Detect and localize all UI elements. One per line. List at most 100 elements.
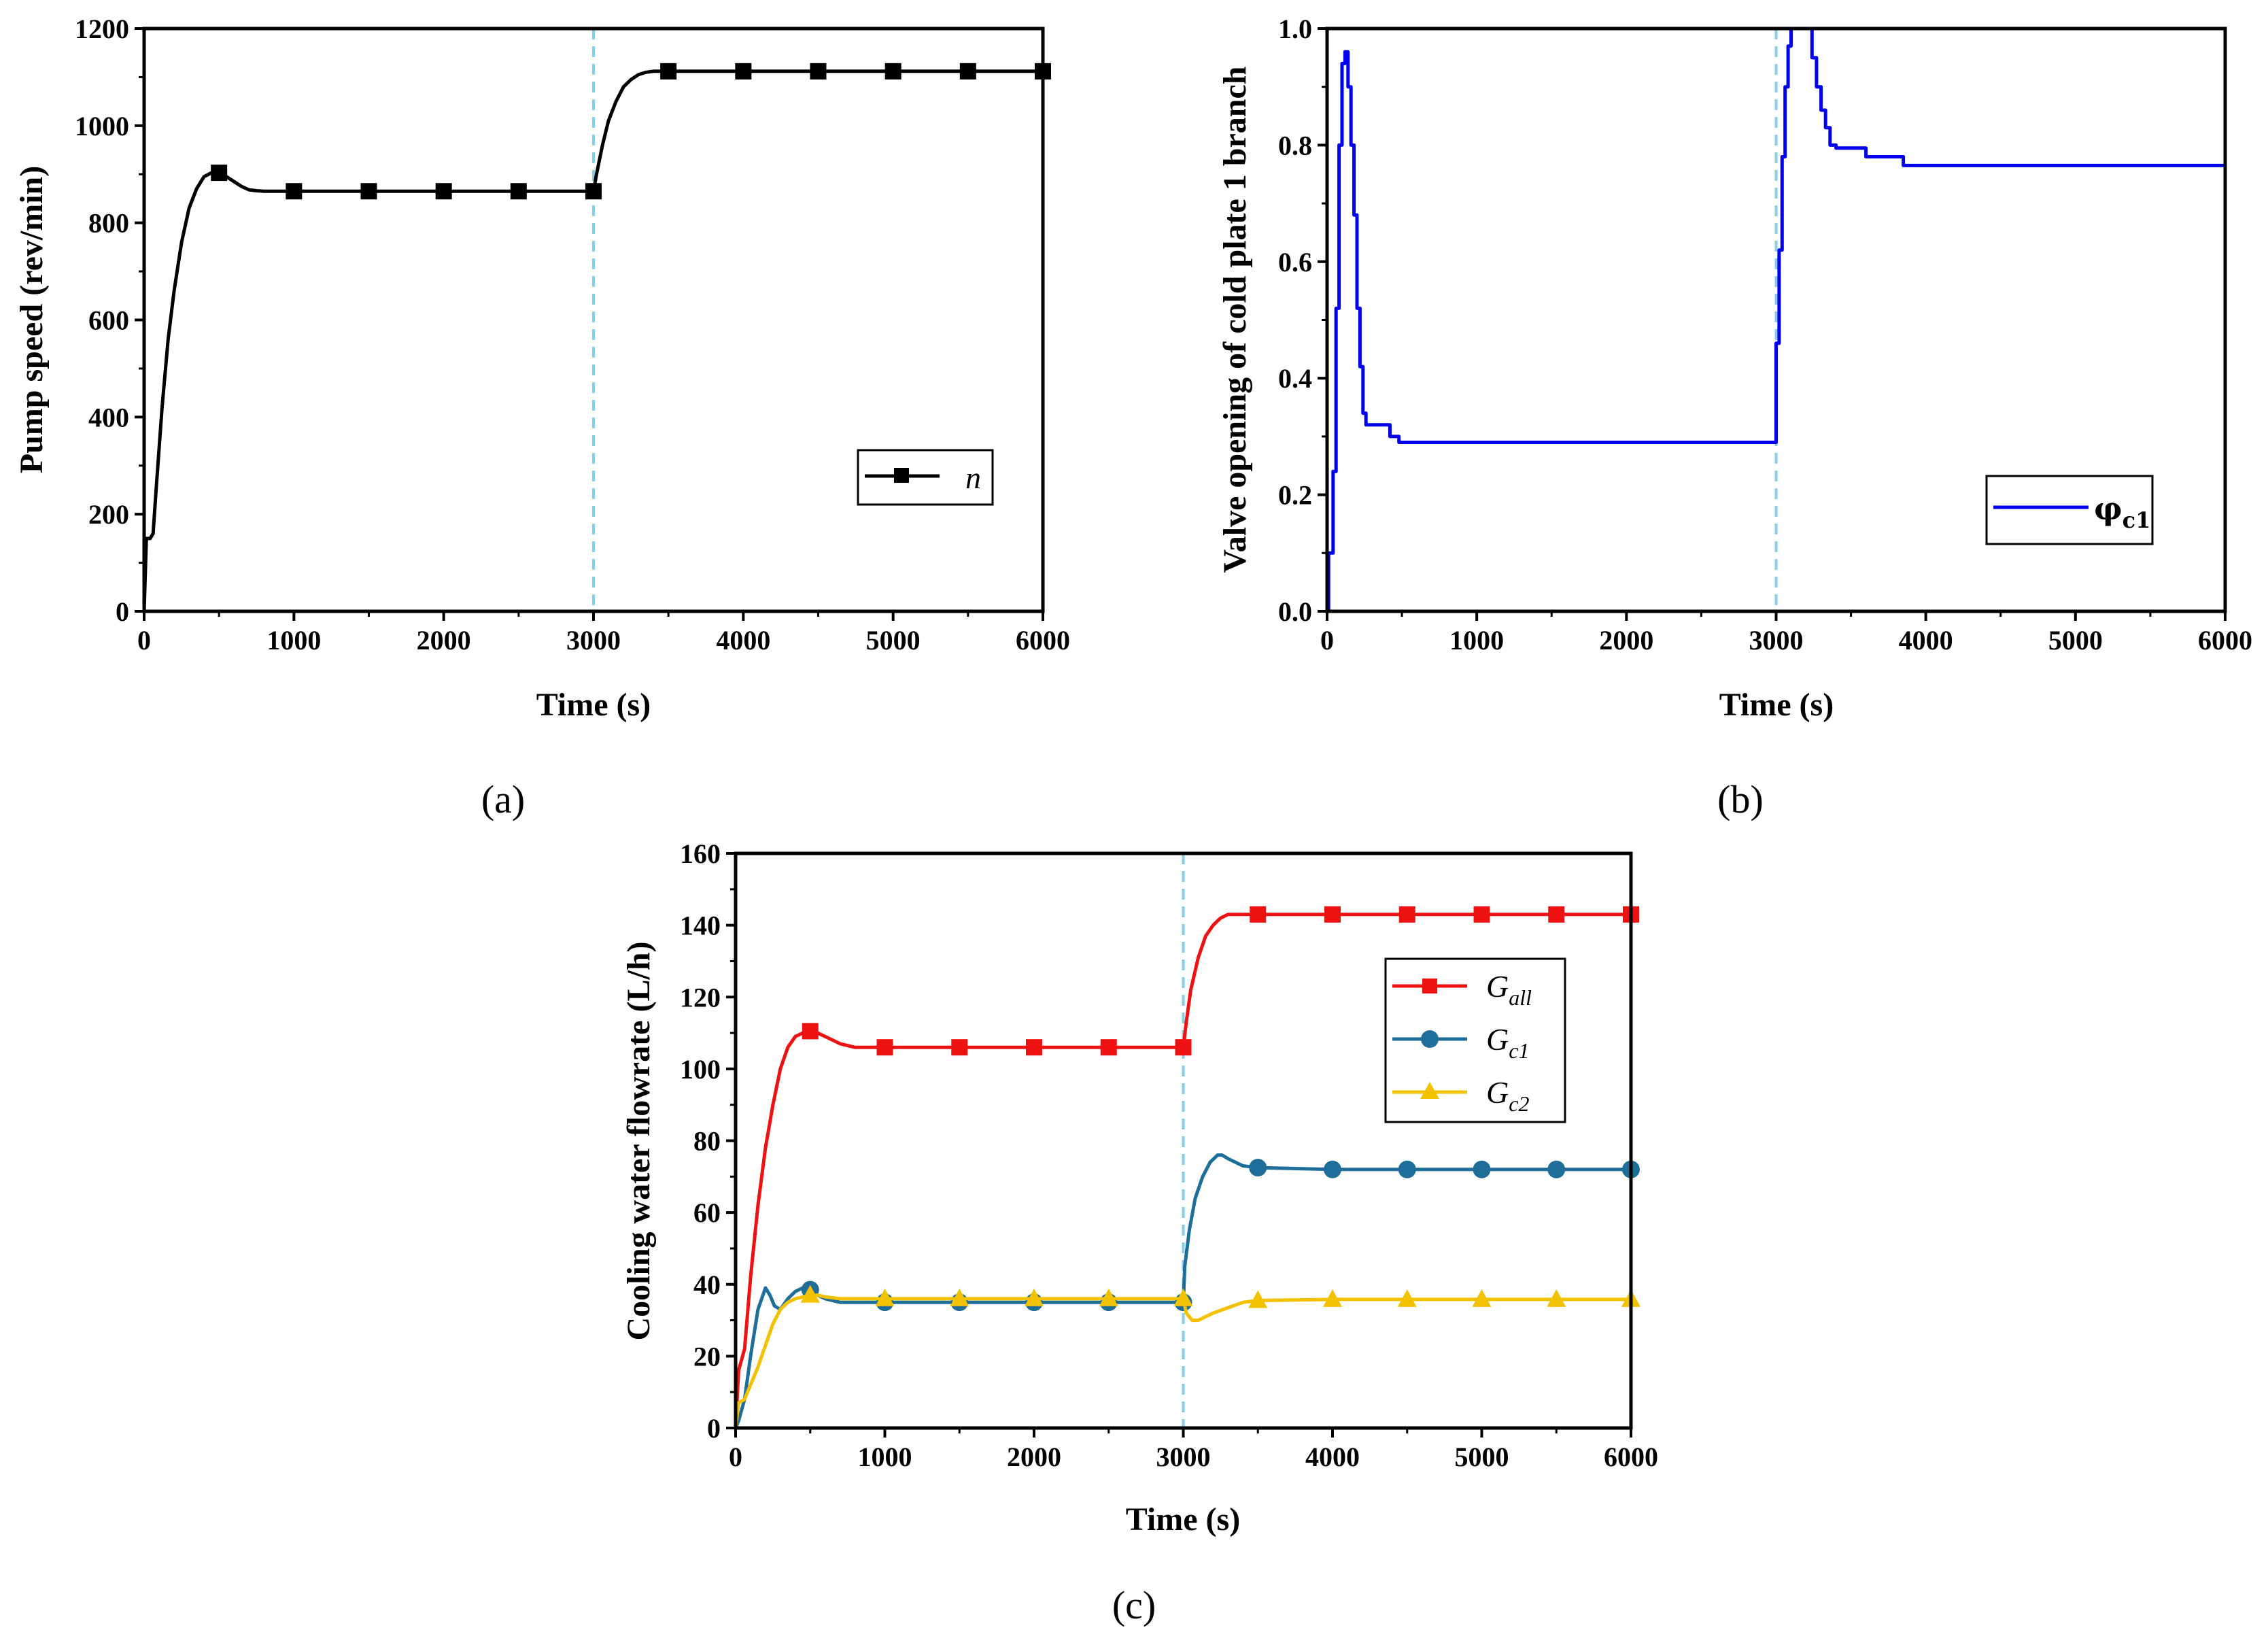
p1-y-tick-label-2: 0.4 <box>1278 363 1312 394</box>
p0-x-tick-label-4000: 4000 <box>716 625 770 656</box>
p2-series-gc2-marker-2 <box>950 1288 969 1306</box>
p0-y-tick-label-0: 0 <box>116 596 129 627</box>
panel-b-ticks <box>1318 27 2227 621</box>
p2-series-gall-marker-2 <box>951 1039 968 1056</box>
p1-y-tick-label-4: 0.8 <box>1278 130 1312 160</box>
p0-x-tick-label-2000: 2000 <box>417 625 471 656</box>
panel-b-x-axis-label: Time (s) <box>1719 687 1834 723</box>
p2-y-tick-label-4: 80 <box>693 1126 721 1157</box>
panel-c-label: (c) <box>1112 1583 1156 1627</box>
p2-y-tick-label-8: 160 <box>680 838 721 869</box>
p2-series-gc2-line <box>734 1293 1631 1429</box>
p2-series-gc1-line <box>734 1153 1631 1429</box>
p0-y-tick-label-6: 1200 <box>75 14 129 44</box>
p2-series-gall-marker-6 <box>1250 906 1267 923</box>
p0-series-n-marker-7 <box>735 63 752 80</box>
p2-series-gall-marker-7 <box>1324 906 1341 923</box>
p1-x-tick-label-4000: 4000 <box>1899 625 1953 656</box>
panel-b-legend: φc1 <box>1985 475 2154 545</box>
p1-x-tick-label-2000: 2000 <box>1599 625 1653 656</box>
panel-c-y-axis-label: Cooling water flowrate (L/h) <box>621 941 657 1340</box>
p2-x-tick-label-3000: 3000 <box>1156 1442 1211 1472</box>
p0-series-n-marker-9 <box>884 63 901 80</box>
p2-series-gc2-marker-3 <box>1025 1288 1044 1306</box>
p2-x-tick-label-0: 0 <box>729 1442 742 1472</box>
panel-a-label: (a) <box>481 777 525 821</box>
panel-c-marks <box>734 853 1640 1429</box>
p2-series-gc2-marker-9 <box>1472 1289 1492 1307</box>
panel-c-tick-labels: 0 1000 2000 3000 4000 5000 6000 0 20 40 60 80 100 120… <box>680 838 1658 1472</box>
p1-y-tick-label-5: 1.0 <box>1278 14 1312 44</box>
panel-a-ticks <box>135 27 1044 621</box>
p1-y-tick-label-0: 0.0 <box>1278 596 1312 627</box>
p2-series-gall-marker-5 <box>1175 1039 1192 1056</box>
panel-b: 0 1000 2000 3000 4000 5000 6000 0.0 0.2 0.4 0.6 0.8… <box>1217 14 2252 821</box>
panel-b-marks <box>1326 27 2225 613</box>
p2-series-gall-marker-10 <box>1548 906 1565 923</box>
legend-gc2-label: Gc2 <box>1486 1075 1529 1116</box>
p2-series-gall-marker-8 <box>1398 906 1415 923</box>
p1-series-φc1-line <box>1326 27 2225 613</box>
p2-series-gall-marker-3 <box>1026 1039 1042 1056</box>
p0-x-tick-label-1000: 1000 <box>267 625 321 656</box>
p0-series-n-line <box>142 69 1043 612</box>
p2-series-gc1-marker-7 <box>1324 1160 1341 1178</box>
panel-b-legend-box <box>1985 475 2154 545</box>
p2-series-gc1-marker-10 <box>1547 1160 1566 1178</box>
p1-x-tick-label-0: 0 <box>1320 625 1334 656</box>
panel-a-x-axis-label: Time (s) <box>536 687 651 723</box>
p0-series-n-marker-0 <box>211 165 228 182</box>
p1-x-tick-label-5000: 5000 <box>2048 625 2103 656</box>
p0-series-n-marker-1 <box>286 183 303 200</box>
p2-y-tick-label-2: 40 <box>693 1270 721 1300</box>
p2-series-gc2-marker-4 <box>1099 1288 1118 1306</box>
p0-x-tick-label-0: 0 <box>137 625 151 656</box>
p0-y-tick-label-5: 1000 <box>75 111 129 141</box>
p2-series-gc2-marker-10 <box>1547 1289 1566 1307</box>
p0-series-n-marker-4 <box>510 183 527 200</box>
p1-y-tick-label-1: 0.2 <box>1278 480 1312 511</box>
panel-c-x-axis-label: Time (s) <box>1126 1501 1240 1537</box>
p0-y-tick-label-4: 800 <box>88 208 129 239</box>
panel-c-ticks <box>726 852 1632 1438</box>
panel-c: 0 1000 2000 3000 4000 5000 6000 0 20 40 60 80 100 120… <box>621 838 1658 1627</box>
p1-x-tick-label-1000: 1000 <box>1449 625 1504 656</box>
p2-series-gall-marker-9 <box>1473 906 1490 923</box>
p2-x-tick-label-2000: 2000 <box>1007 1442 1061 1472</box>
legend-gall-label: Gall <box>1486 969 1532 1010</box>
legend-n-marker <box>894 468 909 483</box>
panel-a: 0 1000 2000 3000 4000 5000 6000 0 200 400 600 800 10… <box>14 14 1070 821</box>
panel-a-legend: n <box>857 449 994 506</box>
p2-series-gall-marker-4 <box>1100 1039 1117 1056</box>
panel-b-label: (b) <box>1717 777 1764 821</box>
p2-series-gc2-marker-7 <box>1323 1289 1342 1307</box>
legend-gc1-marker <box>1421 1030 1439 1048</box>
legend-phi-c1-label: φc1 <box>2094 490 2150 533</box>
p2-series-gc1-marker-9 <box>1473 1160 1491 1178</box>
p2-series-gall-marker-0 <box>802 1023 819 1040</box>
p0-y-tick-label-3: 600 <box>88 305 129 336</box>
panel-c-legend: Gall Gc1 Gc2 <box>1384 957 1566 1123</box>
p2-x-tick-label-5000: 5000 <box>1455 1442 1509 1472</box>
panel-a-marks <box>142 29 1051 612</box>
p2-y-tick-label-3: 60 <box>693 1197 721 1228</box>
p2-y-tick-label-7: 140 <box>680 911 721 941</box>
legend-gc1-label: Gc1 <box>1486 1022 1529 1063</box>
p1-x-tick-label-6000: 6000 <box>2198 625 2252 656</box>
p1-x-tick-label-3000: 3000 <box>1749 625 1804 656</box>
legend-n-label: n <box>965 460 981 495</box>
p2-y-tick-label-6: 120 <box>680 982 721 1013</box>
p2-series-gc1-marker-8 <box>1398 1160 1416 1178</box>
p0-x-tick-label-5000: 5000 <box>866 625 921 656</box>
p0-y-tick-label-2: 400 <box>88 402 129 432</box>
p0-series-n-marker-3 <box>435 183 452 200</box>
p2-y-tick-label-1: 20 <box>693 1341 721 1372</box>
p0-series-n-marker-6 <box>660 63 677 80</box>
p2-x-tick-label-4000: 4000 <box>1305 1442 1360 1472</box>
p2-series-gall-line <box>734 913 1631 1429</box>
panel-a-tick-labels: 0 1000 2000 3000 4000 5000 6000 0 200 400 600 800 10… <box>75 14 1070 656</box>
p2-x-tick-label-1000: 1000 <box>858 1442 912 1472</box>
p2-series-gc1-marker-6 <box>1249 1159 1267 1177</box>
p2-series-gc2-marker-6 <box>1248 1290 1268 1308</box>
